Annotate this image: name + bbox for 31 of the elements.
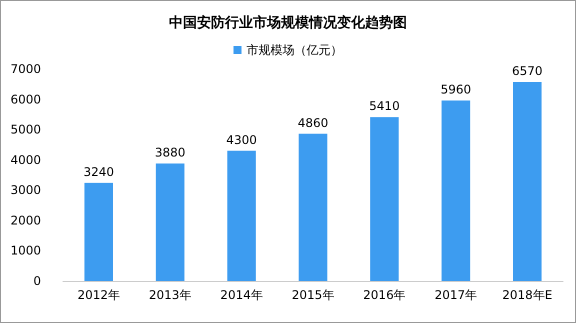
bar (513, 82, 542, 281)
x-tick-label: 2018年E (502, 288, 552, 302)
data-label: 3240 (83, 164, 114, 179)
data-label: 3880 (154, 145, 186, 160)
data-label: 4300 (226, 132, 257, 147)
x-tick-label: 2017年 (434, 288, 478, 302)
x-tick-label: 2015年 (292, 288, 334, 302)
data-label: 5960 (440, 82, 472, 96)
bar (298, 134, 328, 281)
y-tick-label: 5000 (10, 122, 41, 137)
chart-title: 中国安防行业市场规模情况变化趋势图 (169, 14, 407, 31)
data-label: 6570 (512, 64, 543, 78)
y-tick-label: 1000 (10, 244, 41, 258)
y-tick-label: 0 (33, 274, 41, 288)
legend-label: 市规模场（亿元） (246, 43, 342, 57)
data-label: 4860 (298, 116, 328, 130)
x-tick-label: 2012年 (77, 288, 120, 302)
bar (370, 117, 399, 281)
x-tick-label: 2016年 (363, 288, 406, 302)
bar (84, 182, 113, 281)
y-tick-label: 3000 (10, 183, 41, 198)
x-tick-label: 2014年 (220, 288, 263, 302)
bar (156, 163, 184, 281)
y-tick-label: 4000 (10, 152, 41, 167)
y-tick-label: 6000 (10, 92, 41, 106)
data-label: 5410 (369, 99, 400, 114)
bar (442, 100, 470, 281)
x-tick-label: 2013年 (148, 288, 192, 302)
y-tick-label: 2000 (10, 213, 41, 228)
bar (227, 150, 256, 281)
y-tick-label: 7000 (10, 62, 41, 76)
